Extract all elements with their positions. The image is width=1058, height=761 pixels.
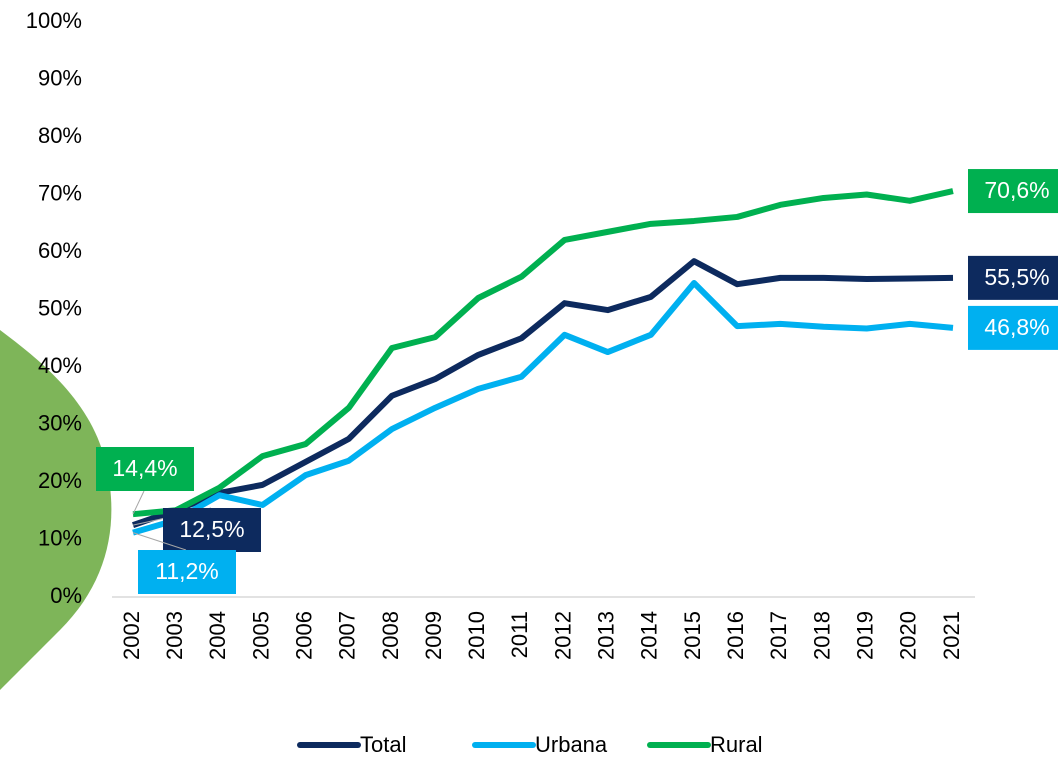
label-box <box>96 447 194 491</box>
data-label: 14,4% <box>112 455 177 481</box>
y-tick-label: 20% <box>38 468 82 493</box>
y-tick-label: 50% <box>38 295 82 320</box>
x-tick-label: 2014 <box>637 611 662 660</box>
data-label: 55,5% <box>984 264 1049 290</box>
data-label: 70,6% <box>984 177 1049 203</box>
x-tick-label: 2006 <box>291 611 316 660</box>
data-label: 12,5% <box>179 516 244 542</box>
series-line <box>132 188 954 518</box>
x-tick-label: 2017 <box>766 611 791 660</box>
x-tick-label: 2018 <box>809 611 834 660</box>
x-tick-label: 2015 <box>680 611 705 660</box>
x-tick-label: 2009 <box>421 611 446 660</box>
x-tick-label: 2019 <box>852 611 877 660</box>
data-label: 11,2% <box>155 558 219 584</box>
y-tick-label: 70% <box>38 180 82 205</box>
x-tick-label: 2008 <box>378 611 403 660</box>
series-line <box>132 258 954 528</box>
x-tick-label: 2012 <box>550 611 575 660</box>
y-tick-label: 100% <box>26 8 82 33</box>
x-tick-label: 2020 <box>896 611 921 660</box>
x-tick-label: 2010 <box>464 611 489 660</box>
x-tick-label: 2021 <box>939 611 964 660</box>
label-box <box>138 550 236 594</box>
data-label: 46,8% <box>984 314 1049 340</box>
x-tick-label: 2002 <box>119 611 144 660</box>
y-tick-label: 90% <box>38 65 82 90</box>
y-tick-label: 80% <box>38 123 82 148</box>
leader-line <box>132 490 145 515</box>
decoration <box>0 330 112 690</box>
label-box <box>968 169 1058 214</box>
legend-label: Rural <box>710 732 763 757</box>
y-tick-label: 30% <box>38 410 82 435</box>
x-tick-label: 2004 <box>205 611 230 660</box>
y-tick-label: 60% <box>38 238 82 263</box>
x-tick-label: 2007 <box>335 611 360 660</box>
label-box <box>968 305 1058 350</box>
leader-line <box>132 532 187 551</box>
label-box <box>163 508 261 552</box>
x-tick-label: 2005 <box>248 611 273 660</box>
x-tick-label: 2013 <box>594 611 619 660</box>
label-box <box>968 255 1058 300</box>
x-tick-label: 2011 <box>507 611 532 658</box>
x-tick-label: 2003 <box>162 611 187 660</box>
x-tick-label: 2016 <box>723 611 748 660</box>
y-tick-label: 0% <box>50 583 82 608</box>
y-tick-label: 10% <box>38 525 82 550</box>
series-line <box>132 280 954 536</box>
legend-label: Total <box>360 732 406 757</box>
y-tick-label: 40% <box>38 353 82 378</box>
legend-label: Urbana <box>535 732 608 757</box>
